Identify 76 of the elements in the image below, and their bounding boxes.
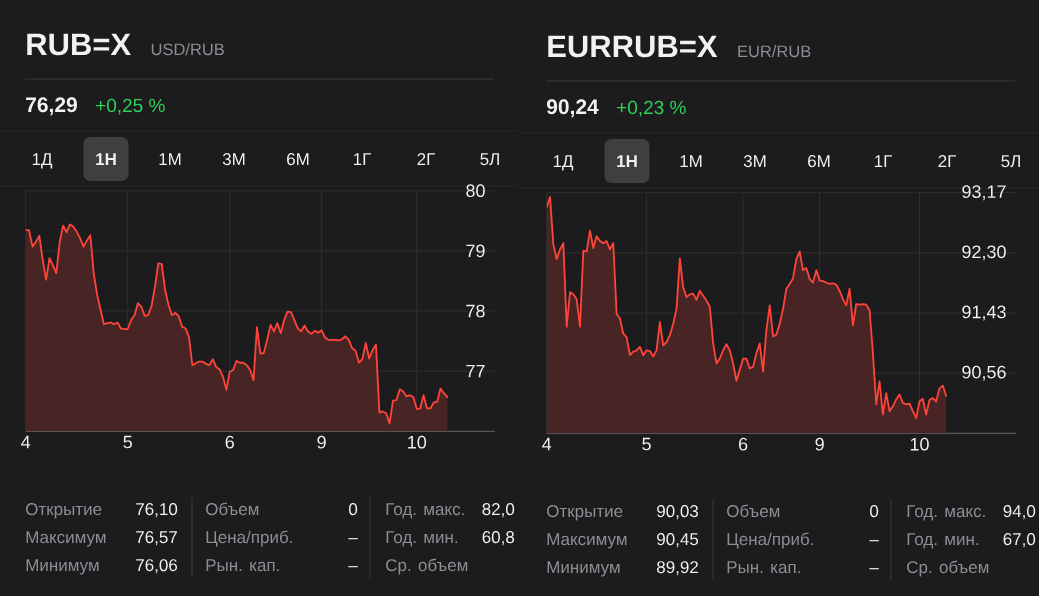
text: – [348,538,358,540]
text: 1Н [617,155,637,167]
text: 3М [743,155,766,168]
text: 2Г [417,153,436,165]
text: 90,24 [546,99,599,118]
text: 6М [808,155,830,168]
x-tick-label: 10 [910,437,929,451]
text: 60,8 [482,531,515,546]
text: 90,45 [657,533,699,548]
text: 1М [159,153,181,165]
text: +0,23 % [617,100,686,117]
text: 76,29 [26,97,77,116]
chart-subtitle: EUR/RUB [738,45,811,58]
text: 89,92 [657,561,698,576]
text: Максимум [26,531,106,547]
text: 1М [680,155,702,167]
text: Открытие [26,503,102,519]
y-tick-label: 92,30 [962,245,1006,261]
y-tick-label: 79 [466,244,485,258]
text: 6М [287,153,309,166]
y-tick-label: 90,56 [962,365,1006,381]
x-tick-label: 4 [21,435,31,449]
y-tick-label: 77 [466,364,485,378]
y-tick-label: 78 [466,304,485,318]
text: 94,0 [1003,505,1036,520]
chart-title: EURRUB=X [548,35,718,58]
chart-title: RUB=X [27,33,131,56]
text: 5Л [1001,155,1020,168]
text: – [348,566,358,568]
text: Год. макс. [386,503,464,519]
text: 82,0 [482,503,515,518]
text: Минимум [547,561,620,577]
y-tick-label: 80 [466,184,485,198]
text: Год. мин. [907,533,979,549]
x-tick-label: 6 [739,437,748,451]
text: Максимум [547,533,627,549]
text: 2Г [938,155,957,167]
text: Рын. кап. [727,561,800,574]
x-tick-label: 5 [642,437,651,451]
text: Ср. объем [907,560,989,577]
text: 76,06 [136,559,178,574]
text: 3М [222,153,245,166]
x-tick-label: 5 [123,435,132,449]
text: Год. макс. [907,505,985,521]
text: – [869,568,879,570]
text: – [869,540,879,542]
text: Объем [727,504,780,518]
chart-subtitle: USD/RUB [151,43,224,56]
text: Минимум [26,559,99,575]
text: +0,25 % [96,98,165,115]
x-tick-label: 9 [317,435,326,449]
text: 1Н [96,153,116,165]
y-tick-label: 91,43 [962,305,1006,321]
text: Год. мин. [386,531,458,547]
text: Ср. объем [386,558,468,575]
text: Объем [206,502,259,516]
x-tick-label: 10 [408,435,427,449]
y-tick-label: 93,17 [962,185,1006,201]
text: Открытие [547,505,623,521]
text: 0 [870,505,879,518]
text: 1Г [353,153,372,165]
text: Рын. кап. [206,559,279,572]
text: 76,10 [136,503,178,518]
x-tick-label: 9 [815,437,824,451]
x-tick-label: 4 [542,437,552,451]
text: 67,0 [1003,533,1036,548]
text: 1Г [874,155,893,167]
text: Цена/приб. [206,530,292,547]
x-tick-label: 6 [225,435,234,449]
text: 90,03 [657,505,699,520]
text: 5Л [480,153,499,166]
text: 1Д [32,153,53,169]
text: 76,57 [136,531,177,546]
text: 1Д [553,155,574,171]
text: 0 [349,503,358,516]
text: Цена/приб. [727,532,813,549]
